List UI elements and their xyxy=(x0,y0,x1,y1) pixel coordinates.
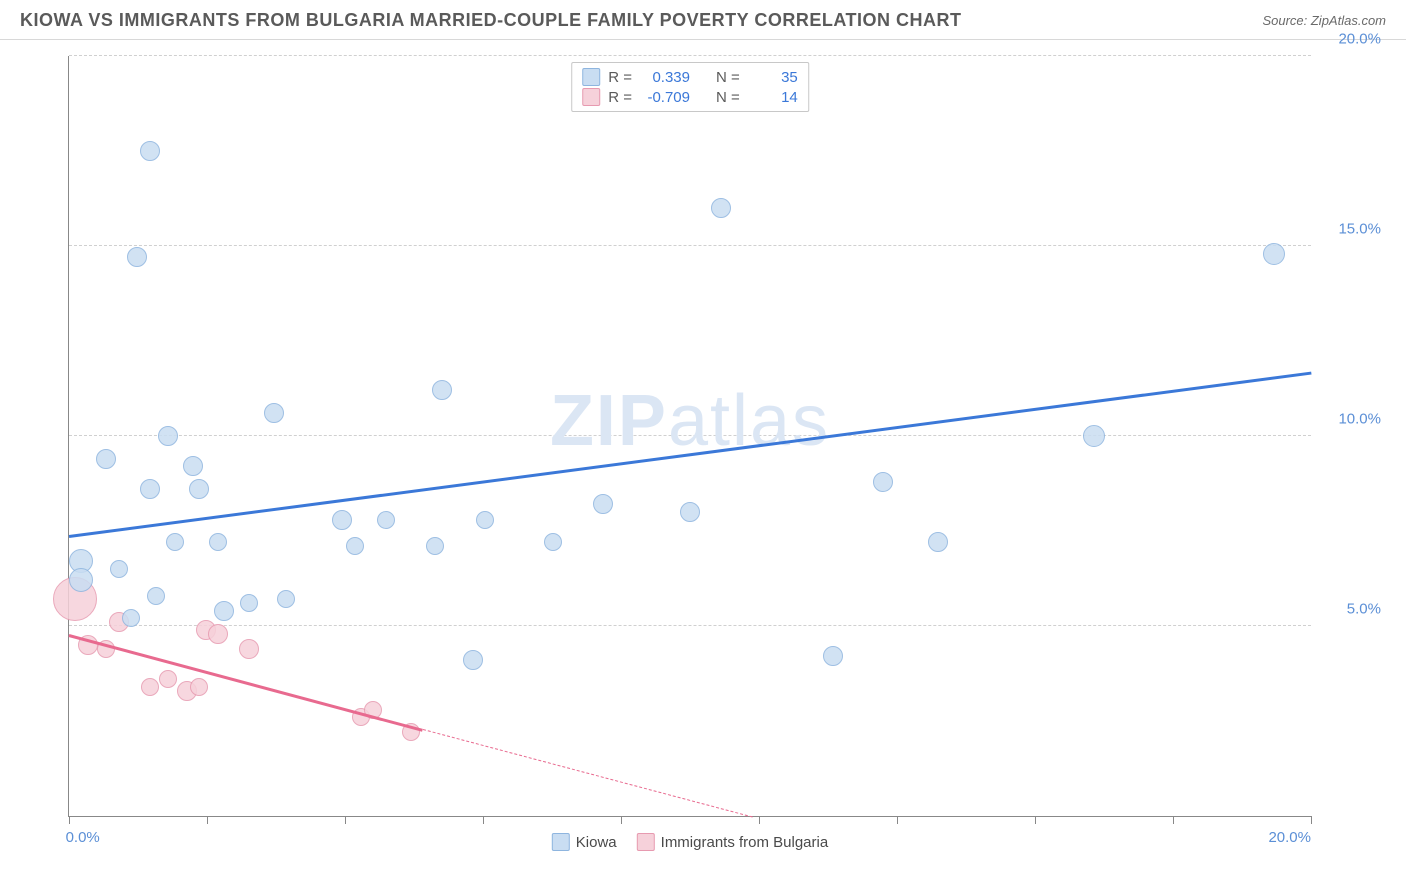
data-point-kiowa xyxy=(158,426,178,446)
data-point-kiowa xyxy=(823,646,843,666)
x-tick-label: 20.0% xyxy=(1268,829,1311,846)
x-tick xyxy=(1311,816,1312,824)
data-point-kiowa xyxy=(432,380,452,400)
data-point-kiowa xyxy=(928,532,948,552)
data-point-kiowa xyxy=(166,533,184,551)
n-label: N = xyxy=(716,89,740,106)
correlation-row-bulgaria: R = -0.709 N = 14 xyxy=(582,87,798,107)
data-point-kiowa xyxy=(544,533,562,551)
gridline xyxy=(69,55,1311,56)
data-point-bulgaria xyxy=(239,639,259,659)
data-point-kiowa xyxy=(426,537,444,555)
legend-label-bulgaria: Immigrants from Bulgaria xyxy=(661,834,829,851)
data-point-kiowa xyxy=(240,594,258,612)
x-tick xyxy=(345,816,346,824)
data-point-kiowa xyxy=(377,511,395,529)
chart-header: KIOWA VS IMMIGRANTS FROM BULGARIA MARRIE… xyxy=(0,0,1406,40)
chart-title: KIOWA VS IMMIGRANTS FROM BULGARIA MARRIE… xyxy=(20,10,962,31)
data-point-kiowa xyxy=(189,479,209,499)
data-point-kiowa xyxy=(711,198,731,218)
data-point-bulgaria xyxy=(190,678,208,696)
y-tick-label: 15.0% xyxy=(1321,221,1381,238)
gridline xyxy=(69,625,1311,626)
data-point-kiowa xyxy=(346,537,364,555)
y-tick-label: 20.0% xyxy=(1321,31,1381,48)
r-value-kiowa: 0.339 xyxy=(640,69,690,86)
data-point-kiowa xyxy=(147,587,165,605)
r-label: R = xyxy=(608,69,632,86)
watermark-zip: ZIP xyxy=(550,381,668,461)
data-point-kiowa xyxy=(476,511,494,529)
data-point-kiowa xyxy=(96,449,116,469)
data-point-kiowa xyxy=(209,533,227,551)
r-value-bulgaria: -0.709 xyxy=(640,89,690,106)
x-tick xyxy=(483,816,484,824)
swatch-kiowa xyxy=(552,833,570,851)
n-value-bulgaria: 14 xyxy=(748,89,798,106)
chart-source: Source: ZipAtlas.com xyxy=(1262,13,1386,28)
plot-area: ZIPatlas R = 0.339 N = 35 R = -0.709 N =… xyxy=(68,56,1311,817)
x-tick xyxy=(69,816,70,824)
data-point-bulgaria xyxy=(159,670,177,688)
data-point-kiowa xyxy=(140,141,160,161)
watermark: ZIPatlas xyxy=(550,380,830,462)
x-tick xyxy=(1173,816,1174,824)
y-tick-label: 5.0% xyxy=(1321,601,1381,618)
x-tick xyxy=(759,816,760,824)
x-tick xyxy=(897,816,898,824)
series-legend: Kiowa Immigrants from Bulgaria xyxy=(552,833,828,851)
data-point-kiowa xyxy=(110,560,128,578)
data-point-kiowa xyxy=(264,403,284,423)
correlation-row-kiowa: R = 0.339 N = 35 xyxy=(582,67,798,87)
data-point-kiowa xyxy=(1083,425,1105,447)
chart-container: Married-Couple Family Poverty ZIPatlas R… xyxy=(20,48,1386,872)
watermark-atlas: atlas xyxy=(668,381,830,461)
data-point-kiowa xyxy=(332,510,352,530)
legend-item-kiowa: Kiowa xyxy=(552,833,617,851)
data-point-kiowa xyxy=(69,568,93,592)
data-point-kiowa xyxy=(127,247,147,267)
x-tick xyxy=(621,816,622,824)
data-point-kiowa xyxy=(122,609,140,627)
legend-item-bulgaria: Immigrants from Bulgaria xyxy=(637,833,829,851)
data-point-kiowa xyxy=(183,456,203,476)
data-point-kiowa xyxy=(680,502,700,522)
x-tick xyxy=(207,816,208,824)
data-point-kiowa xyxy=(1263,243,1285,265)
gridline xyxy=(69,435,1311,436)
n-label: N = xyxy=(716,69,740,86)
gridline xyxy=(69,245,1311,246)
data-point-kiowa xyxy=(277,590,295,608)
swatch-bulgaria xyxy=(637,833,655,851)
y-tick-label: 10.0% xyxy=(1321,411,1381,428)
trendline-extrapolated xyxy=(423,729,752,817)
data-point-kiowa xyxy=(140,479,160,499)
data-point-bulgaria xyxy=(141,678,159,696)
swatch-bulgaria xyxy=(582,88,600,106)
x-tick xyxy=(1035,816,1036,824)
r-label: R = xyxy=(608,89,632,106)
data-point-kiowa xyxy=(463,650,483,670)
n-value-kiowa: 35 xyxy=(748,69,798,86)
swatch-kiowa xyxy=(582,68,600,86)
correlation-legend: R = 0.339 N = 35 R = -0.709 N = 14 xyxy=(571,62,809,112)
data-point-bulgaria xyxy=(208,624,228,644)
data-point-kiowa xyxy=(873,472,893,492)
x-tick-label: 0.0% xyxy=(66,829,100,846)
data-point-kiowa xyxy=(593,494,613,514)
data-point-kiowa xyxy=(214,601,234,621)
legend-label-kiowa: Kiowa xyxy=(576,834,617,851)
